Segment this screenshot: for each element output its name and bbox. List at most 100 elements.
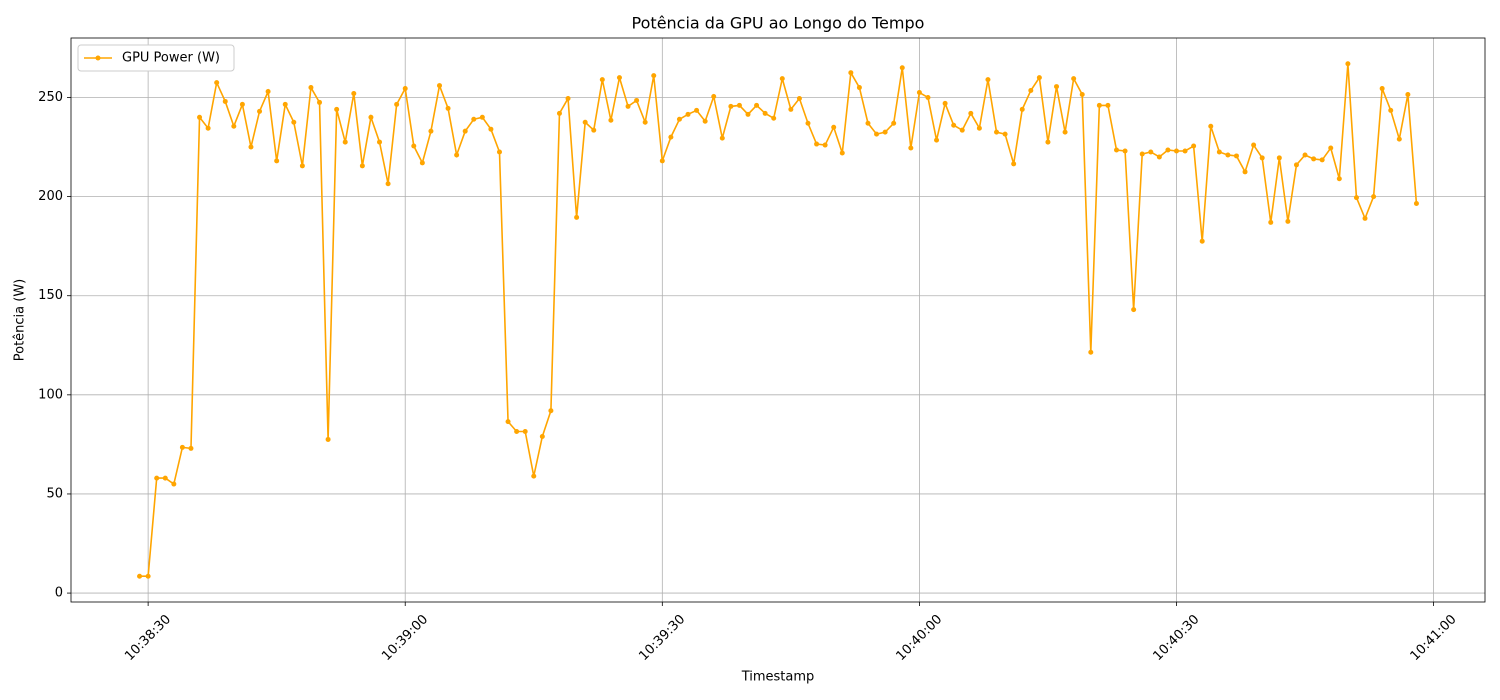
data-point <box>1268 219 1274 225</box>
data-point <box>402 86 408 92</box>
data-point <box>856 85 862 91</box>
data-point <box>711 93 717 99</box>
data-point <box>1293 162 1299 168</box>
plot-frame <box>70 37 1486 603</box>
data-point <box>496 149 502 155</box>
x-tick-label: 10:41:00 <box>1408 612 1460 664</box>
data-point <box>985 77 991 83</box>
data-point <box>299 163 305 169</box>
data-point <box>188 445 194 451</box>
data-point <box>231 123 237 129</box>
data-point <box>428 128 434 134</box>
data-point <box>925 94 931 100</box>
data-point <box>1096 102 1102 108</box>
data-point <box>694 107 700 113</box>
data-point <box>1071 76 1077 82</box>
data-point <box>471 116 477 122</box>
data-point <box>1413 201 1419 207</box>
data-point <box>1345 61 1351 67</box>
data-point <box>145 573 151 579</box>
data-point <box>1062 129 1068 135</box>
data-point <box>445 105 451 111</box>
data-point <box>368 114 374 120</box>
data-point <box>274 158 280 164</box>
data-point <box>976 125 982 131</box>
data-point <box>762 110 768 116</box>
data-point <box>1319 157 1325 163</box>
data-point <box>908 145 914 151</box>
data-point <box>642 119 648 125</box>
data-point <box>1276 155 1282 161</box>
data-point <box>556 110 562 116</box>
data-point <box>668 134 674 140</box>
data-point <box>539 433 545 439</box>
data-point <box>1251 142 1257 148</box>
data-point <box>205 125 211 131</box>
data-point <box>171 481 177 487</box>
y-tick-label: 50 <box>46 486 63 501</box>
data-point <box>514 429 520 435</box>
data-point <box>479 114 485 120</box>
data-point <box>197 114 203 120</box>
data-point <box>419 160 425 166</box>
data-point <box>548 408 554 414</box>
data-point <box>565 95 571 101</box>
data-point <box>651 73 657 79</box>
data-point <box>1353 195 1359 201</box>
data-point <box>899 65 905 71</box>
y-tick-label: 100 <box>38 387 63 402</box>
data-point <box>1036 75 1042 81</box>
data-point <box>291 119 297 125</box>
legend-marker <box>95 55 101 61</box>
data-point <box>676 116 682 122</box>
data-point <box>394 101 400 107</box>
data-point <box>488 126 494 132</box>
data-point <box>179 444 185 450</box>
data-point <box>522 429 528 435</box>
data-point <box>1379 86 1385 92</box>
data-point <box>934 137 940 143</box>
x-tick-label: 10:40:30 <box>1151 612 1203 664</box>
data-point <box>257 108 263 114</box>
data-point <box>351 91 357 97</box>
y-tick-label: 0 <box>55 586 63 601</box>
data-point <box>1285 218 1291 224</box>
data-point <box>616 75 622 81</box>
chart-title: Potência da GPU ao Longo do Tempo <box>632 14 925 33</box>
data-point <box>1002 131 1008 137</box>
x-axis-label: Timestamp <box>741 670 815 685</box>
data-point <box>788 106 794 112</box>
data-point <box>462 128 468 134</box>
data-point <box>779 76 785 82</box>
data-point <box>1216 149 1222 155</box>
legend-box <box>77 44 235 72</box>
data-point <box>1173 148 1179 154</box>
data-point <box>162 475 168 481</box>
data-point <box>916 90 922 96</box>
data-point <box>728 103 734 109</box>
data-point <box>1182 148 1188 154</box>
y-axis-label: Potência (W) <box>13 279 28 362</box>
data-point <box>325 436 331 442</box>
x-tick-label: 10:40:00 <box>893 612 945 664</box>
data-point <box>137 573 143 579</box>
data-point <box>308 85 314 91</box>
data-point <box>891 120 897 126</box>
data-point <box>1336 176 1342 182</box>
data-point <box>1191 143 1197 149</box>
data-point <box>1362 215 1368 221</box>
data-point <box>1165 147 1171 153</box>
data-point <box>1405 91 1411 97</box>
data-point <box>531 473 537 479</box>
data-point <box>599 77 605 83</box>
data-point <box>1131 307 1137 313</box>
data-point <box>1156 154 1162 160</box>
data-point <box>1328 145 1334 151</box>
data-point <box>1225 152 1231 158</box>
data-point <box>214 80 220 86</box>
data-point <box>591 127 597 133</box>
data-point <box>685 111 691 117</box>
data-point <box>582 119 588 125</box>
